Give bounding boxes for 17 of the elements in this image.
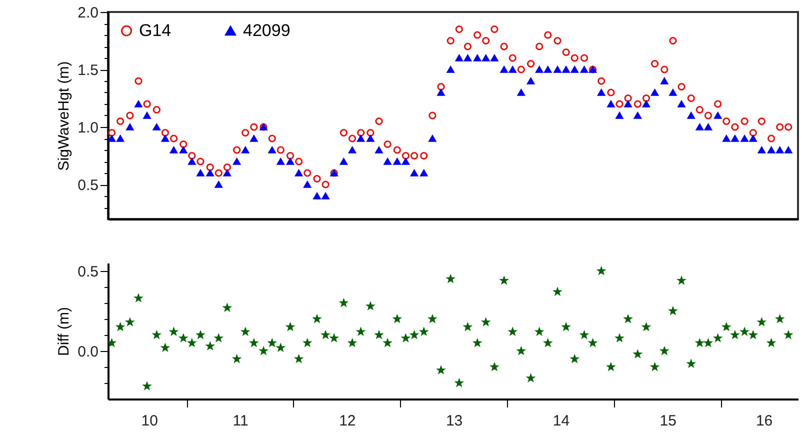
x-tick-label: 15 (660, 412, 676, 430)
x-tick-label: 12 (339, 412, 356, 430)
y-axis-title: SigWaveHgt (m) (56, 61, 73, 171)
y-tick-label: 1.0 (78, 120, 98, 136)
legend-label: G14 (139, 20, 172, 40)
y-tick-label: 1.5 (78, 62, 98, 79)
y-tick-label: 2.0 (78, 4, 98, 22)
x-tick-label: 16 (756, 412, 773, 430)
y-tick-label: 0.5 (78, 264, 98, 280)
x-tick-label: 11 (232, 412, 248, 430)
x-tick-label: 13 (446, 412, 463, 430)
y-tick-label: 0.0 (78, 344, 98, 360)
y-tick-label: 0.5 (78, 177, 98, 194)
legend-label: 42099 (243, 20, 290, 40)
x-tick-label: 14 (552, 412, 570, 430)
y-axis-title: Diff (m) (56, 307, 73, 356)
x-tick-label: 10 (141, 412, 158, 430)
